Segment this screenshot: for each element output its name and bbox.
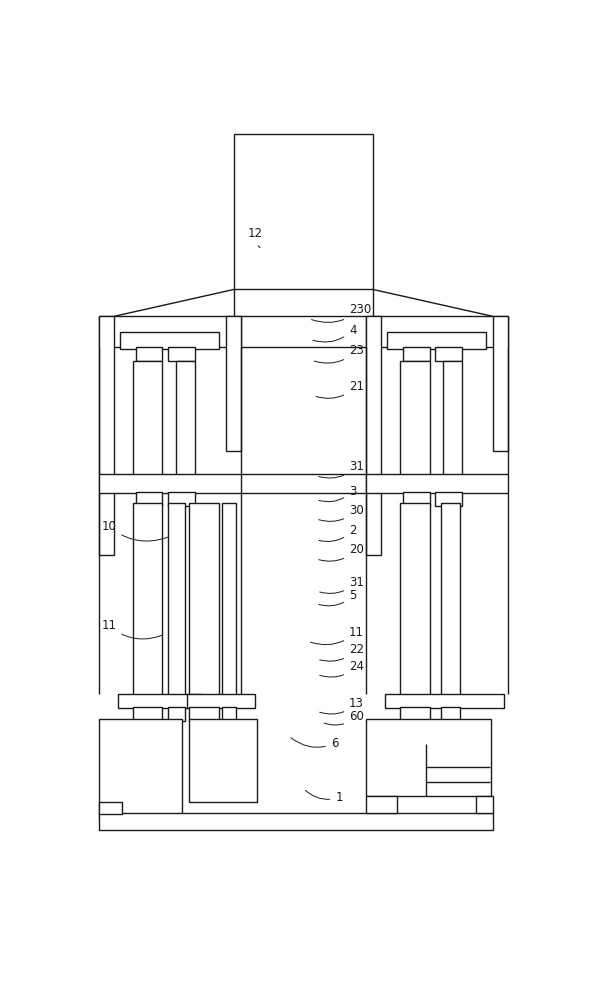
Text: 22: 22 — [320, 643, 364, 661]
Bar — [189, 707, 218, 721]
Text: 6: 6 — [291, 737, 338, 750]
Bar — [168, 347, 195, 361]
Text: 24: 24 — [320, 660, 364, 677]
Text: 31: 31 — [319, 460, 364, 478]
Text: 31: 31 — [320, 576, 364, 593]
Bar — [99, 802, 122, 814]
Bar — [189, 503, 218, 696]
Bar — [168, 707, 185, 721]
Bar — [222, 503, 236, 696]
Bar — [441, 503, 461, 696]
Bar — [366, 474, 508, 493]
Bar — [400, 707, 430, 721]
Bar — [118, 694, 201, 708]
Bar — [133, 361, 162, 480]
Bar — [222, 707, 236, 721]
Bar — [133, 707, 162, 721]
Text: 21: 21 — [316, 380, 364, 398]
Bar — [189, 719, 257, 802]
Bar — [133, 503, 162, 696]
Bar — [403, 492, 430, 506]
Text: 5: 5 — [319, 589, 356, 606]
Bar — [366, 316, 508, 347]
Bar — [136, 492, 162, 506]
Bar — [443, 361, 462, 480]
Text: 1: 1 — [305, 790, 343, 804]
Bar — [435, 347, 462, 361]
Bar — [136, 347, 162, 361]
Text: 20: 20 — [319, 543, 364, 561]
Bar — [435, 492, 462, 506]
Bar — [400, 503, 430, 696]
Bar — [187, 694, 255, 708]
Bar — [99, 719, 182, 819]
Bar — [99, 474, 241, 493]
Text: 4: 4 — [313, 324, 356, 342]
Bar — [99, 316, 241, 347]
Text: 230: 230 — [311, 303, 371, 322]
Bar — [476, 796, 493, 813]
Bar — [168, 492, 195, 506]
Text: 2: 2 — [319, 524, 356, 541]
Text: 30: 30 — [319, 504, 363, 521]
Bar — [493, 316, 508, 451]
Bar — [366, 719, 491, 796]
Text: 13: 13 — [320, 697, 364, 714]
Bar — [403, 347, 430, 361]
Bar — [400, 361, 430, 480]
Bar — [441, 707, 461, 721]
Bar — [99, 316, 114, 555]
Bar — [366, 796, 397, 813]
Bar — [120, 332, 218, 349]
Bar — [168, 503, 185, 696]
Text: 10: 10 — [102, 520, 169, 541]
Bar — [387, 332, 486, 349]
Text: 3: 3 — [319, 485, 356, 502]
Text: 23: 23 — [314, 344, 364, 363]
Text: 12: 12 — [247, 227, 262, 248]
Text: 11: 11 — [311, 626, 364, 645]
Bar — [385, 694, 504, 708]
Bar — [226, 316, 241, 451]
Text: 60: 60 — [324, 710, 364, 725]
Bar — [176, 361, 195, 480]
Bar — [99, 813, 493, 830]
Bar — [234, 134, 373, 289]
Bar — [366, 316, 381, 555]
Text: 11: 11 — [101, 619, 162, 639]
